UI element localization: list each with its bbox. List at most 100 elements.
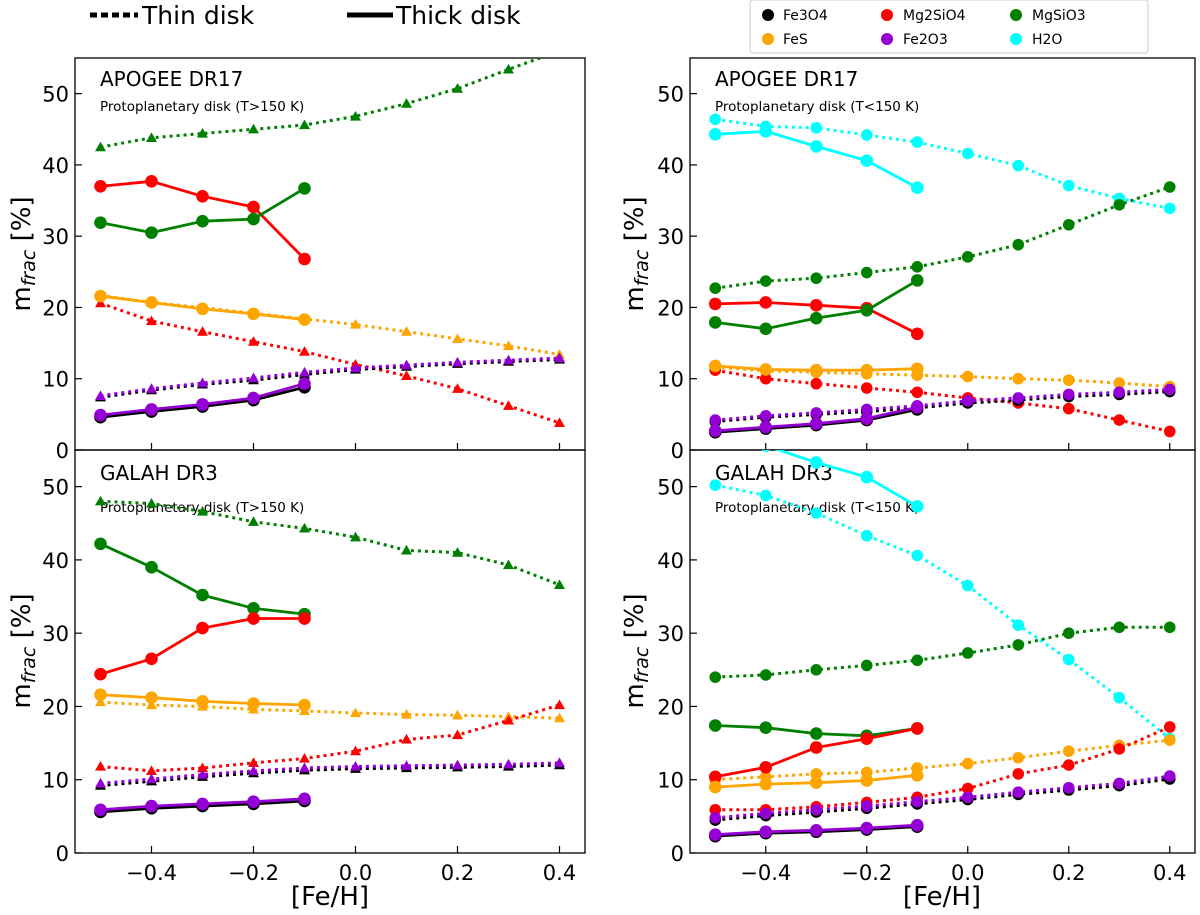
x-tick-label: −0.4	[126, 861, 177, 885]
data-point	[94, 179, 107, 193]
series-fes-thick-disk	[94, 289, 311, 326]
data-point	[247, 200, 260, 214]
legend-entry-fe3o4: Fe3O4	[762, 8, 828, 24]
legend-label-fe3o4: Fe3O4	[783, 8, 828, 24]
data-point	[1062, 218, 1075, 231]
data-point	[708, 297, 722, 311]
panel-subtitle: Protoplanetary disk (T<150 K)	[715, 99, 919, 115]
data-point	[1113, 199, 1126, 211]
data-point	[299, 522, 310, 533]
series-fe2o3-thick-disk	[94, 792, 311, 817]
data-point	[146, 132, 157, 142]
data-point	[910, 818, 924, 832]
data-point	[1163, 734, 1176, 746]
data-point	[452, 709, 463, 720]
data-point	[759, 363, 773, 376]
species-legend: Fe3O4 Mg2SiO4 MgSiO3 FeS Fe2O3 H2O	[749, 0, 1149, 54]
data-point	[248, 516, 259, 526]
series-mgsio3-thin-disk	[95, 495, 565, 589]
data-point	[298, 182, 311, 195]
x-tick-label: 0.4	[543, 861, 576, 885]
data-point	[709, 671, 722, 683]
data-point	[197, 128, 208, 138]
data-point	[248, 757, 259, 767]
data-point	[196, 588, 209, 602]
data-point	[299, 119, 310, 130]
data-point	[759, 760, 773, 774]
legend-marker-h2o	[1010, 33, 1022, 45]
data-point	[145, 560, 158, 574]
data-point	[1062, 759, 1075, 771]
legend-marker-mgsio3	[1010, 9, 1022, 21]
data-point	[759, 777, 773, 791]
series-line	[715, 365, 1170, 389]
data-point	[961, 395, 974, 407]
plot-area	[94, 495, 565, 819]
series-line	[100, 356, 560, 398]
data-point	[350, 531, 361, 542]
data-point	[709, 113, 722, 126]
data-point	[910, 722, 924, 735]
y-tick-label: 10	[657, 368, 684, 392]
series-fe2o3-thick-disk	[708, 818, 924, 841]
legend-entry-mgsio3: MgSiO3	[1010, 8, 1086, 24]
data-point	[298, 377, 311, 391]
data-point	[860, 412, 874, 425]
data-point	[452, 333, 463, 343]
legend-entry-mg2sio4: Mg2SiO4	[881, 8, 966, 24]
data-point	[910, 181, 924, 195]
data-point	[94, 803, 107, 817]
series-mgsio3-thick-disk	[708, 274, 924, 336]
data-point	[197, 326, 208, 336]
series-fe2o3-thin-disk	[95, 352, 565, 400]
data-point	[401, 544, 412, 555]
series-mg2sio4-thick-disk	[708, 722, 924, 784]
data-point	[708, 770, 722, 784]
data-point	[554, 45, 565, 55]
data-point	[146, 315, 157, 326]
plot-area	[94, 45, 565, 428]
data-point	[94, 537, 107, 551]
y-axis-label: mfrac [%]	[7, 593, 40, 708]
data-point	[759, 489, 772, 502]
y-label-sub: frac	[631, 646, 653, 683]
y-tick-label: 0	[56, 842, 69, 866]
y-tick-label: 0	[56, 439, 69, 463]
data-point	[94, 667, 107, 681]
y-axis-label: mfrac [%]	[620, 593, 653, 708]
data-point	[1163, 721, 1176, 733]
data-point	[1113, 621, 1126, 634]
data-point	[1113, 691, 1126, 704]
series-line	[715, 387, 1170, 422]
data-point	[94, 216, 107, 229]
y-tick-label: 50	[42, 83, 69, 107]
data-point	[554, 417, 565, 428]
data-point	[95, 495, 106, 506]
data-point	[196, 398, 209, 411]
x-tick-label: 0.0	[339, 861, 372, 885]
data-point	[809, 823, 823, 837]
data-point	[95, 777, 106, 788]
y-label-unit: [%]	[7, 593, 37, 646]
data-point	[248, 372, 259, 383]
data-point	[860, 774, 874, 787]
data-point	[401, 359, 412, 370]
series-mg2sio4-thin-disk	[95, 699, 565, 776]
data-point	[1062, 627, 1075, 639]
data-point	[911, 136, 924, 148]
series-fes-thin-disk	[709, 361, 1176, 393]
data-point	[709, 282, 722, 295]
data-point	[95, 141, 106, 152]
series-fe2o3-thin-disk	[709, 383, 1176, 426]
y-label-unit: [%]	[620, 196, 650, 249]
data-point	[961, 782, 974, 795]
panel-galah-warm: GALAH DR3 Protoplanetary disk (T>150 K) …	[7, 449, 586, 912]
data-point	[145, 691, 158, 704]
data-point	[196, 797, 209, 811]
data-point	[1012, 786, 1025, 798]
series-mgsio3-thick-disk	[94, 182, 311, 239]
axes: 0 10 20 30 40 50	[42, 57, 586, 463]
data-point	[146, 773, 157, 784]
data-point	[1012, 619, 1025, 631]
data-point	[1062, 745, 1075, 757]
